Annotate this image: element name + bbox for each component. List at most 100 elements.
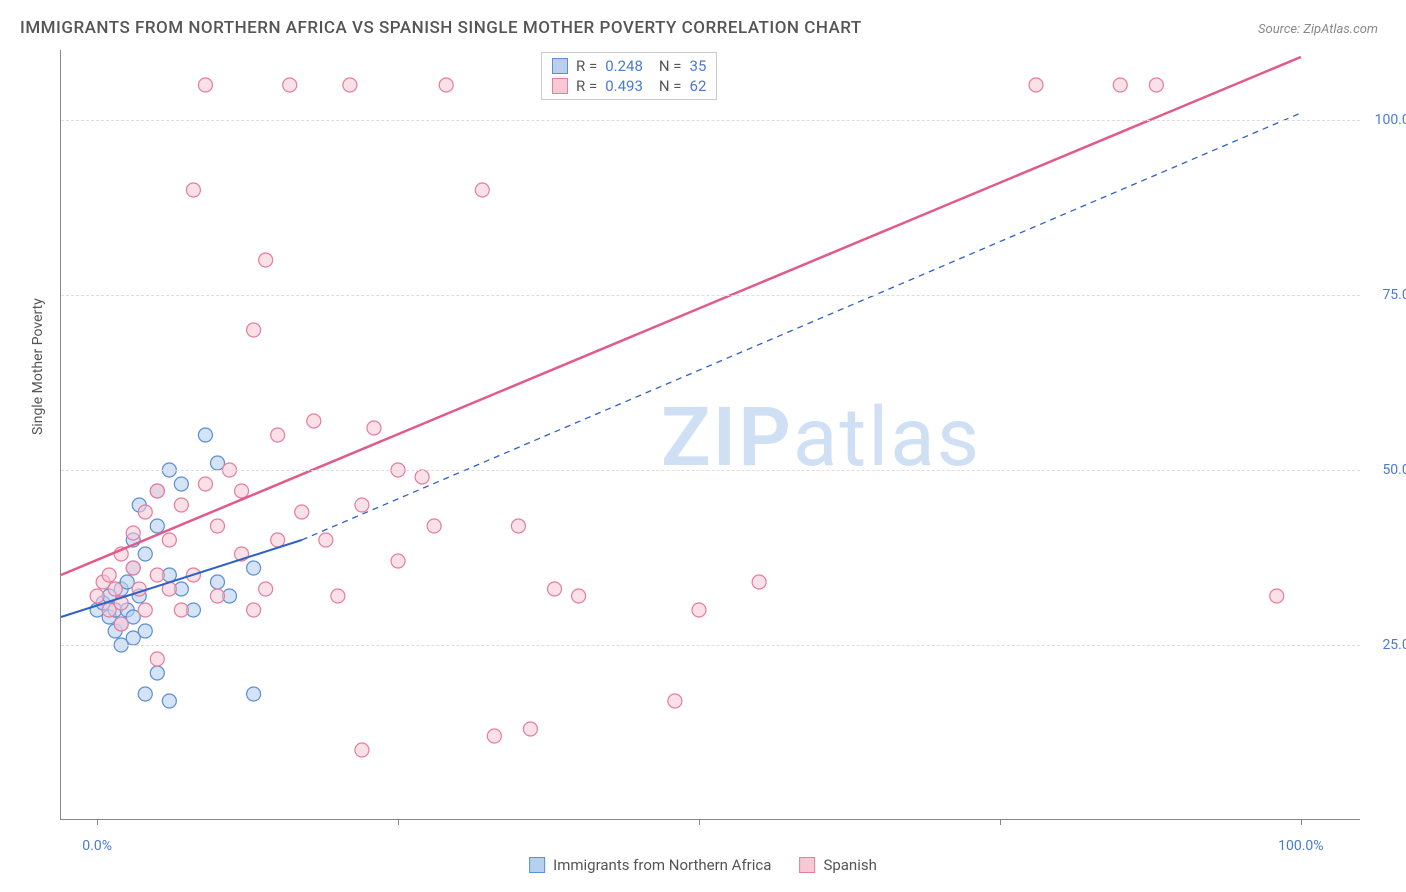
trend-line-extrapolated [302,113,1301,540]
scatter-point [1113,78,1127,92]
scatter-point [150,519,164,533]
scatter-point [162,533,176,547]
scatter-point [126,526,140,540]
legend-r-value: 0.493 [605,77,643,95]
legend-swatch [552,58,568,74]
scatter-point [307,414,321,428]
scatter-point [126,561,140,575]
scatter-point [90,589,104,603]
legend-r-value: 0.248 [605,57,643,75]
legend-swatch [552,78,568,94]
legend-n-value: 35 [690,57,707,75]
scatter-point [548,582,562,596]
scatter-point [271,533,285,547]
scatter-point [271,428,285,442]
plot-area: ZIPatlas 25.0%50.0%75.0%100.0%0.0%100.0%… [60,50,1360,820]
source-label: Source: ZipAtlas.com [1258,22,1378,37]
chart-title: IMMIGRANTS FROM NORTHERN AFRICA VS SPANI… [20,18,862,38]
scatter-point [523,722,537,736]
scatter-point [343,78,357,92]
scatter-point [283,78,297,92]
gridline-h [61,120,1360,121]
scatter-point [150,652,164,666]
scatter-point [355,743,369,757]
legend-r-label: R = [576,57,597,75]
gridline-h [61,295,1360,296]
scatter-point [692,603,706,617]
ytick-label: 75.0% [1365,287,1406,303]
legend-stats-row: R = 0.493 N = 62 [552,77,706,95]
xtick [97,819,98,825]
bottom-legend-item: Immigrants from Northern Africa [529,856,771,874]
scatter-point [427,519,441,533]
scatter-point [355,498,369,512]
scatter-point [102,568,116,582]
scatter-point [415,470,429,484]
xtick [1000,819,1001,825]
xtick [398,819,399,825]
scatter-point [319,533,333,547]
ytick-label: 50.0% [1365,462,1406,478]
plot-svg [61,50,1360,819]
scatter-point [210,589,224,603]
legend-n-label: N = [659,77,682,95]
scatter-point [174,477,188,491]
scatter-point [150,666,164,680]
legend-n-value: 62 [690,77,707,95]
xtick-label: 0.0% [82,838,112,854]
scatter-point [247,603,261,617]
scatter-point [108,582,122,596]
scatter-point [331,589,345,603]
xtick-label: 100.0% [1278,838,1323,854]
scatter-point [1149,78,1163,92]
scatter-point [511,519,525,533]
legend-stats: R = 0.248 N = 35 R = 0.493 N = 62 [541,52,717,100]
scatter-point [295,505,309,519]
gridline-h [61,470,1360,471]
scatter-point [150,568,164,582]
scatter-point [114,617,128,631]
bottom-legend-item: Spanish [799,856,876,874]
scatter-point [174,498,188,512]
xtick [1301,819,1302,825]
legend-swatch [529,857,545,873]
scatter-point [487,729,501,743]
scatter-point [198,78,212,92]
scatter-point [138,603,152,617]
scatter-point [1270,589,1284,603]
scatter-point [235,484,249,498]
gridline-h [61,645,1360,646]
bottom-legend-label: Spanish [823,856,876,874]
scatter-point [259,582,273,596]
scatter-point [247,687,261,701]
scatter-point [210,575,224,589]
scatter-point [259,253,273,267]
ytick-label: 25.0% [1365,637,1406,653]
scatter-point [186,183,200,197]
bottom-legend-label: Immigrants from Northern Africa [553,856,771,874]
scatter-point [475,183,489,197]
scatter-point [572,589,586,603]
scatter-point [174,603,188,617]
y-axis-label: Single Mother Poverty [30,298,46,435]
scatter-point [210,519,224,533]
scatter-point [752,575,766,589]
scatter-point [138,624,152,638]
trend-line [61,57,1301,575]
bottom-legend: Immigrants from Northern Africa Spanish [529,856,877,874]
scatter-point [138,547,152,561]
xtick [699,819,700,825]
legend-r-label: R = [576,77,597,95]
scatter-point [198,428,212,442]
scatter-point [198,477,212,491]
legend-n-label: N = [659,57,682,75]
scatter-point [668,694,682,708]
scatter-point [247,561,261,575]
scatter-point [150,484,164,498]
scatter-point [138,505,152,519]
legend-swatch [799,857,815,873]
scatter-point [391,554,405,568]
scatter-point [138,687,152,701]
scatter-point [247,323,261,337]
scatter-point [367,421,381,435]
